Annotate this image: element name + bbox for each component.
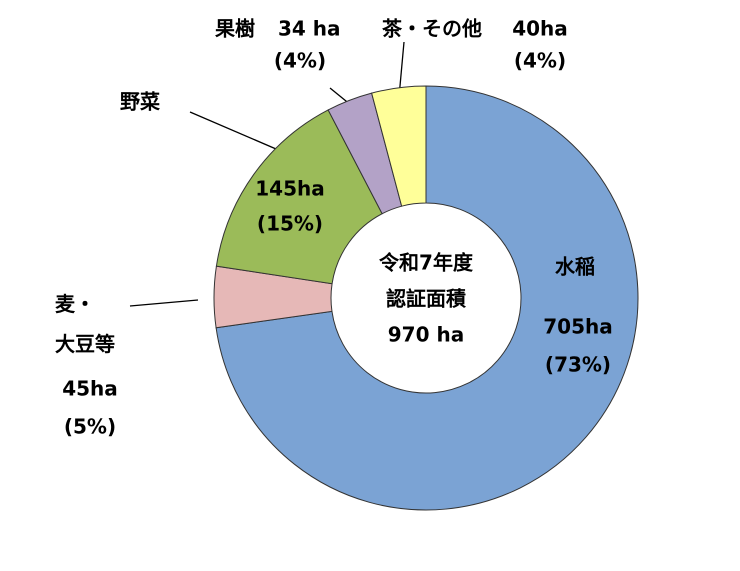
category-label: 茶・その他	[382, 17, 482, 41]
center-label: 令和7年度	[379, 251, 474, 275]
value-label: 45ha	[62, 377, 118, 401]
value-label: 705ha	[543, 315, 612, 339]
category-label: 麦・大豆等	[55, 292, 115, 356]
value-label: 40ha	[512, 17, 568, 41]
leader-line	[129, 299, 199, 307]
center-label: 認証面積	[386, 287, 467, 311]
value-label: 34 ha	[278, 17, 341, 41]
donut-slice	[371, 85, 427, 207]
donut-slice	[215, 85, 639, 511]
donut-slice	[215, 109, 383, 285]
percent-label: (4%)	[514, 49, 566, 73]
category-label: 果樹	[215, 17, 255, 41]
category-label: 水稲	[555, 255, 595, 279]
percent-label: (15%)	[257, 212, 323, 236]
percent-label: (4%)	[274, 49, 326, 73]
leader-line	[189, 111, 291, 156]
category-label: 野菜	[120, 90, 160, 114]
percent-label: (73%)	[545, 353, 611, 377]
percent-label: (5%)	[64, 415, 116, 439]
center-label: 970 ha	[388, 323, 464, 347]
value-label: 145ha	[255, 177, 324, 201]
